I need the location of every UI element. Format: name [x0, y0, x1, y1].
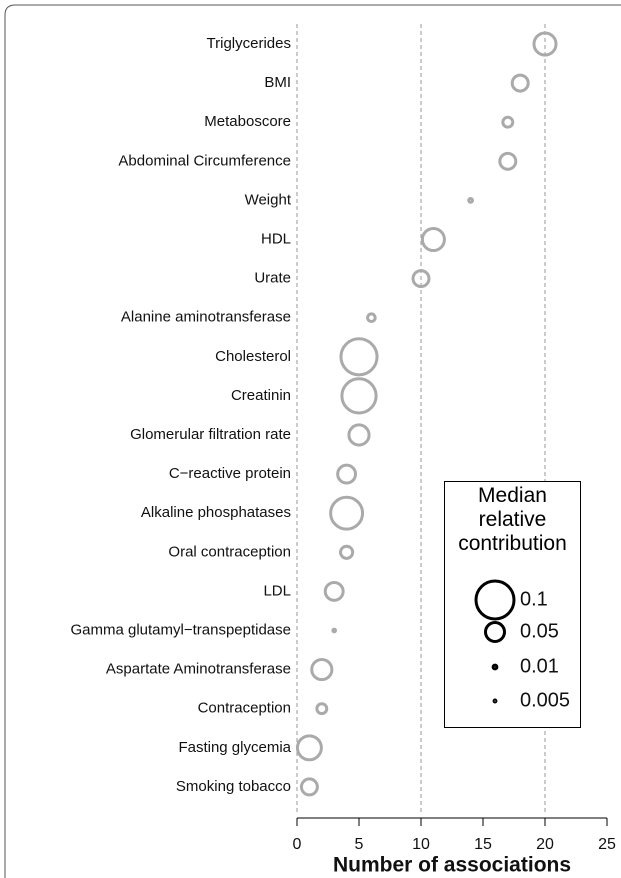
- y-tick-label: C−reactive protein: [169, 465, 291, 482]
- bubble: [310, 658, 334, 682]
- bubble: [366, 312, 377, 324]
- legend-bubble: [492, 698, 498, 704]
- bubble: [411, 269, 431, 289]
- y-tick-label: Oral contraception: [168, 543, 291, 560]
- y-tick-label: Fasting glycemia: [178, 739, 291, 756]
- bubble: [339, 544, 355, 560]
- y-tick-label: Smoking tobacco: [176, 778, 291, 795]
- y-tick-label: Alkaline phosphatases: [141, 504, 291, 521]
- bubble: [315, 702, 329, 716]
- bubble: [420, 226, 446, 253]
- frame: [4, 4, 621, 878]
- y-tick-label: Urate: [254, 270, 291, 287]
- bubble: [510, 73, 530, 93]
- y-tick-label: Triglycerides: [207, 35, 291, 52]
- bubble: [467, 197, 475, 204]
- bubble: [347, 423, 371, 447]
- bubble: [498, 151, 518, 171]
- legend-bubble: [474, 579, 516, 621]
- bubble: [331, 627, 338, 634]
- legend-label: 0.01: [520, 655, 559, 677]
- bubble: [339, 337, 379, 377]
- y-tick-label: Cholesterol: [215, 348, 291, 365]
- y-tick-label: Metaboscore: [204, 113, 291, 130]
- legend-title: Median relative contribution: [458, 484, 567, 555]
- legend-label: 0.05: [520, 620, 559, 642]
- bubble: [323, 580, 345, 602]
- legend-label: 0.1: [520, 588, 548, 610]
- x-tick-label: 5: [355, 836, 364, 853]
- bubble: [501, 115, 515, 129]
- x-tick-label: 0: [293, 836, 302, 853]
- y-tick-label: Contraception: [198, 700, 291, 717]
- x-tick-label: 25: [598, 836, 616, 853]
- bubble: [532, 31, 558, 57]
- bubble: [295, 734, 323, 762]
- y-tick-label: Gamma glutamyl−transpeptidase: [70, 621, 291, 638]
- y-tick-label: Creatinin: [231, 387, 291, 404]
- y-tick-label: BMI: [264, 74, 291, 91]
- x-tick-label: 10: [412, 836, 430, 853]
- legend: Median relative contribution 0.1 0.05 0.01…: [444, 481, 581, 728]
- y-tick-label: Weight: [245, 191, 292, 208]
- y-tick-label: Alanine aminotransferase: [121, 309, 291, 326]
- legend-items: 0.1 0.05 0.01 0.005: [474, 579, 570, 711]
- y-tick-label: LDL: [263, 582, 291, 599]
- bubble: [329, 495, 365, 531]
- y-tick-label: Abdominal Circumference: [118, 152, 291, 169]
- bubble: [299, 777, 319, 797]
- bubble: [340, 377, 378, 415]
- x-tick-label: 20: [536, 836, 554, 853]
- legend-bubble: [491, 663, 499, 671]
- y-tick-label: Glomerular filtration rate: [130, 426, 291, 443]
- bubble: [336, 463, 358, 485]
- legend-bubble: [484, 621, 506, 643]
- x-axis-label: Number of associations: [333, 854, 571, 877]
- y-tick-label: Aspartate Aminotransferase: [106, 661, 291, 678]
- legend-label: 0.005: [520, 689, 570, 711]
- y-tick-label: HDL: [261, 230, 291, 247]
- x-tick-label: 15: [474, 836, 492, 853]
